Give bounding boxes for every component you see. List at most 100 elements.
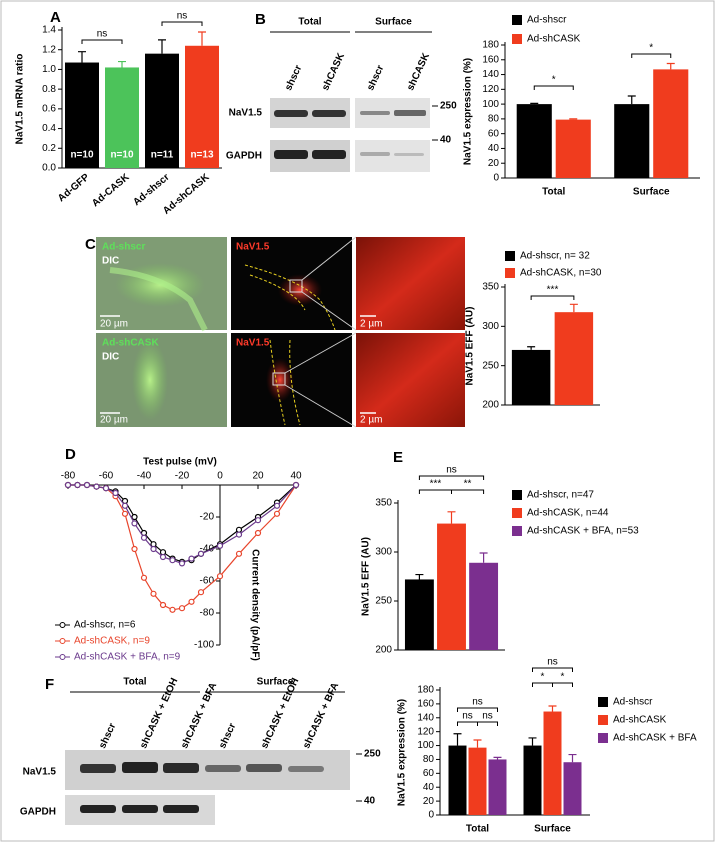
bar bbox=[185, 45, 219, 169]
y-tick-label: 160 bbox=[417, 699, 434, 710]
legend-label: Ad-shscr, n= 32 bbox=[520, 251, 590, 262]
legend-marker bbox=[59, 638, 66, 644]
bar bbox=[614, 104, 650, 178]
x-tick-label: Ad-CASK bbox=[90, 171, 132, 209]
legend-label: Ad-shCASK, n=9 bbox=[74, 636, 150, 647]
significance-label: * bbox=[649, 43, 653, 54]
error-bar bbox=[569, 303, 578, 313]
data-point bbox=[178, 560, 186, 567]
y-tick-label: 120 bbox=[482, 84, 499, 95]
data-point bbox=[178, 605, 186, 612]
data-point bbox=[273, 502, 281, 509]
panel-label: C bbox=[85, 236, 96, 253]
micrograph-images bbox=[96, 236, 465, 428]
x-tick-label: 20 bbox=[252, 471, 264, 482]
y-axis-label: NaV1.5 expression (%) bbox=[463, 58, 474, 165]
y-tick-label: 20 bbox=[423, 796, 435, 807]
stain-label: NaV1.5 bbox=[236, 242, 270, 253]
bar bbox=[145, 53, 179, 168]
x-tick-label: -40 bbox=[137, 471, 152, 482]
y-tick-label: -40 bbox=[200, 544, 215, 555]
x-tick-label: Ad-shscr bbox=[131, 172, 171, 208]
legend-label: Ad-shCASK, n=44 bbox=[527, 508, 609, 519]
lane-label: shscr bbox=[97, 721, 118, 750]
significance-bracket bbox=[533, 85, 574, 90]
y-tick-label: 200 bbox=[482, 400, 499, 411]
data-point bbox=[216, 542, 224, 549]
bar bbox=[404, 579, 434, 650]
data-point bbox=[254, 529, 262, 537]
row-label: NaV1.5 bbox=[23, 767, 57, 778]
data-point bbox=[93, 483, 100, 490]
error-bar bbox=[447, 511, 456, 524]
y-tick-label: 0 bbox=[493, 173, 499, 184]
bar bbox=[65, 62, 99, 168]
legend-swatch bbox=[505, 251, 515, 261]
data-point bbox=[150, 545, 157, 553]
data-point bbox=[121, 510, 129, 517]
significance-bracket bbox=[81, 39, 123, 44]
y-axis-label: Current density (pA/pF) bbox=[249, 549, 260, 661]
bar bbox=[563, 762, 582, 815]
legend-swatch bbox=[512, 508, 522, 518]
data-point bbox=[254, 517, 262, 524]
error-bar bbox=[530, 102, 539, 105]
y-tick-label: 250 bbox=[482, 360, 499, 371]
bar bbox=[437, 523, 466, 650]
error-bar bbox=[527, 346, 536, 350]
group-label: Surface bbox=[375, 17, 412, 28]
bar-label: n=10 bbox=[110, 150, 134, 161]
error-bar bbox=[666, 62, 675, 70]
y-tick-label: 1.4 bbox=[42, 25, 56, 36]
significance-label: ns bbox=[482, 711, 493, 722]
legend-swatch bbox=[512, 526, 522, 536]
bar bbox=[511, 349, 551, 405]
significance-bracket bbox=[530, 295, 575, 300]
data-point bbox=[197, 589, 205, 596]
bar bbox=[523, 745, 542, 815]
legend-swatch bbox=[505, 268, 515, 278]
scale-bar-label: 2 µm bbox=[360, 319, 382, 330]
y-tick-label: 350 bbox=[375, 498, 392, 509]
marker-label: 40 bbox=[440, 135, 452, 146]
data-point bbox=[273, 510, 281, 517]
error-bar bbox=[473, 739, 482, 748]
legend-label: Ad-shCASK, n=30 bbox=[520, 268, 602, 279]
y-tick-label: 100 bbox=[417, 740, 434, 751]
bar bbox=[554, 312, 594, 405]
lane-label: shCASK + BFA bbox=[179, 681, 219, 750]
y-axis-label: NaV1.5 EFF (AU) bbox=[361, 537, 372, 616]
lane-label: shCASK bbox=[405, 51, 432, 93]
data-point bbox=[64, 481, 72, 489]
panel-label: F bbox=[45, 676, 54, 693]
data-point bbox=[150, 590, 157, 597]
error-bar bbox=[158, 39, 166, 54]
legend-swatch bbox=[512, 34, 522, 44]
legend-label: Ad-shCASK + BFA, n=53 bbox=[527, 526, 639, 537]
data-point bbox=[188, 555, 195, 562]
y-tick-label: -20 bbox=[200, 512, 215, 523]
legend-marker bbox=[59, 622, 66, 628]
y-tick-label: 200 bbox=[375, 645, 392, 656]
y-tick-label: 40 bbox=[423, 782, 435, 793]
y-tick-label: -100 bbox=[194, 640, 214, 651]
scale-bar-label: 2 µm bbox=[360, 415, 382, 426]
legend-label: Ad-shscr, n=6 bbox=[74, 620, 136, 631]
x-tick-label: Surface bbox=[534, 824, 571, 835]
error-bar bbox=[627, 95, 636, 105]
row-label: GAPDH bbox=[20, 807, 56, 818]
y-tick-label: 0.8 bbox=[42, 84, 56, 95]
data-point bbox=[216, 573, 224, 580]
data-point bbox=[292, 481, 300, 489]
y-tick-label: 160 bbox=[482, 54, 499, 65]
error-bar bbox=[118, 60, 126, 68]
bar bbox=[468, 747, 487, 815]
significance-bracket bbox=[532, 682, 553, 687]
series-line bbox=[68, 484, 297, 563]
condition-label: Ad-shscr bbox=[102, 242, 145, 253]
lane-label: shscr bbox=[283, 63, 304, 92]
significance-label: * bbox=[552, 75, 556, 86]
error-bar bbox=[415, 573, 424, 580]
bar bbox=[555, 119, 591, 178]
data-point bbox=[74, 481, 81, 489]
